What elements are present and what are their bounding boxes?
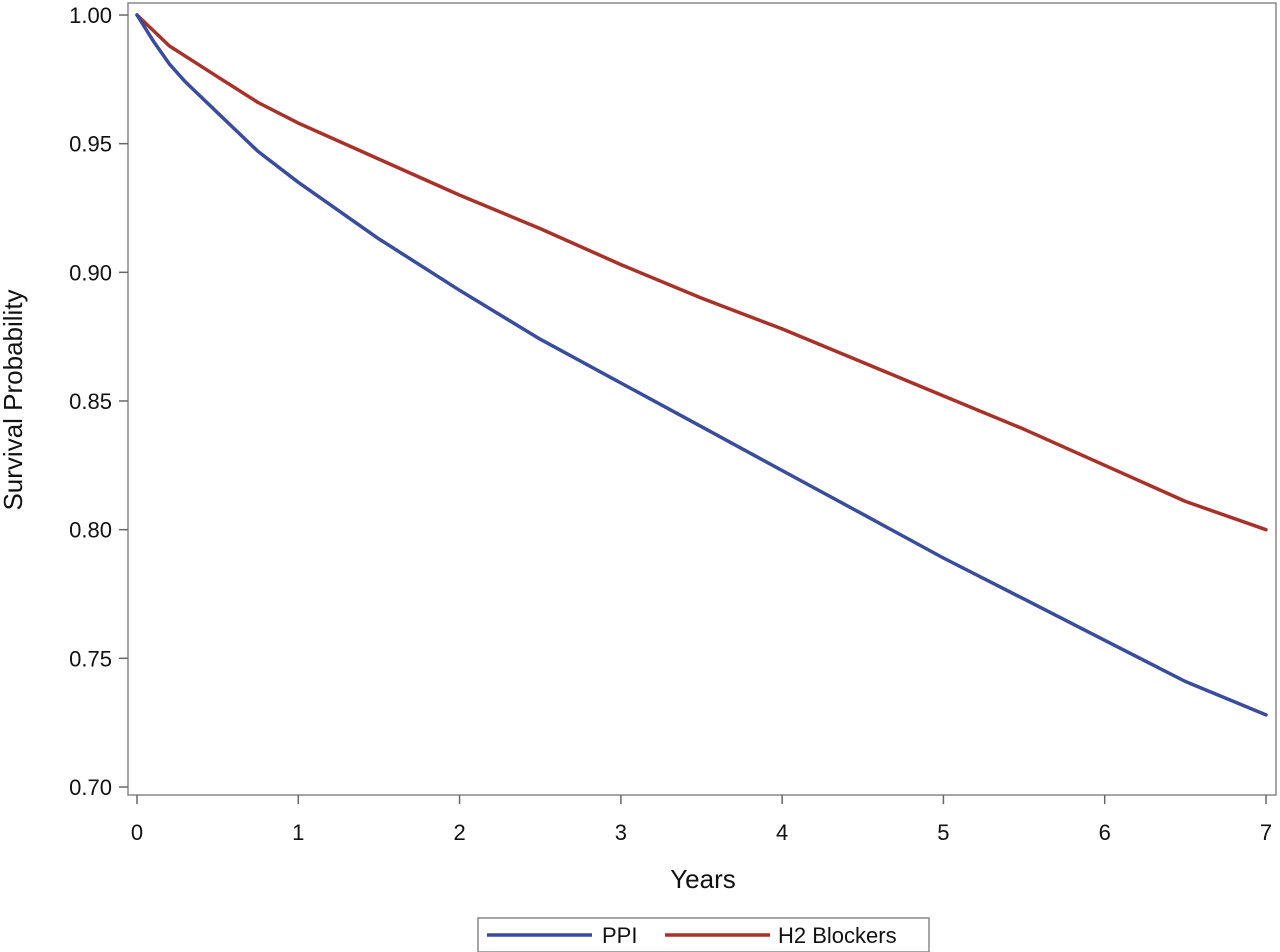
- x-tick-label: 0: [131, 820, 143, 845]
- x-tick-label: 5: [937, 820, 949, 845]
- x-axis: 0 1 2 3 4 5 6 7: [131, 795, 1272, 845]
- legend-label-ppi: PPI: [602, 923, 637, 948]
- x-tick-label: 7: [1260, 820, 1272, 845]
- x-tick-label: 3: [615, 820, 627, 845]
- legend-label-h2-blockers: H2 Blockers: [778, 923, 897, 948]
- y-tick-label: 0.95: [69, 132, 112, 157]
- legend-frame: [477, 917, 930, 952]
- series-line-ppi: [135, 13, 1268, 717]
- series-layer: [135, 13, 1268, 717]
- plot-frame: [127, 2, 1277, 796]
- legend: PPI H2 Blockers: [477, 917, 930, 952]
- y-axis: 0.70 0.75 0.80 0.85 0.90 0.95 1.00: [69, 3, 128, 800]
- y-tick-label: 1.00: [69, 3, 112, 28]
- y-axis-title: Survival Probability: [0, 289, 28, 510]
- x-tick-label: 2: [453, 820, 465, 845]
- x-axis-title: Years: [670, 864, 736, 894]
- x-tick-label: 1: [292, 820, 304, 845]
- y-tick-label: 0.70: [69, 775, 112, 800]
- x-tick-label: 6: [1099, 820, 1111, 845]
- y-tick-label: 0.90: [69, 260, 112, 285]
- y-tick-label: 0.80: [69, 518, 112, 543]
- series-line-h2-blockers: [135, 13, 1268, 532]
- x-tick-label: 4: [776, 820, 788, 845]
- y-tick-label: 0.75: [69, 646, 112, 671]
- y-tick-label: 0.85: [69, 389, 112, 414]
